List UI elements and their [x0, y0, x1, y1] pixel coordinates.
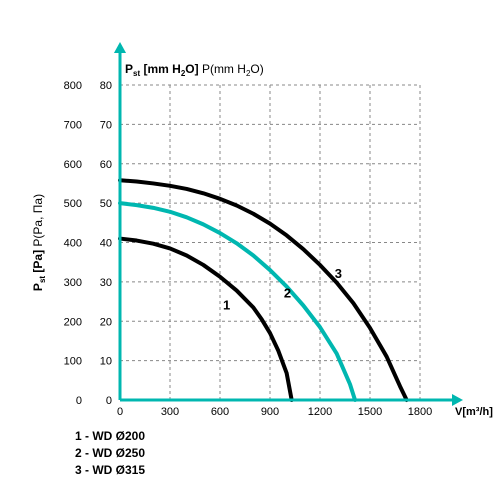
- y-tick-label-pa: 300: [64, 277, 82, 289]
- x-tick-label: 1200: [308, 406, 332, 418]
- x-tick-label: 300: [161, 406, 179, 418]
- series-label-3: 3: [335, 266, 342, 281]
- y-tick-label-pa: 200: [64, 316, 82, 328]
- series-1: [120, 239, 292, 400]
- y-axis-title-mm: Pst [mm H2O] P(mm H2O): [125, 62, 264, 78]
- y-tick-label-mm: 80: [100, 80, 112, 92]
- series-label-2: 2: [284, 286, 291, 301]
- y-tick-label-pa: 0: [76, 395, 82, 407]
- y-tick-label-mm: 70: [100, 119, 112, 131]
- legend-item: 1 - WD Ø200: [75, 429, 145, 443]
- x-axis-arrow-icon: [452, 394, 463, 406]
- y-tick-label-mm: 50: [100, 198, 112, 210]
- y-tick-label-pa: 600: [64, 159, 82, 171]
- x-tick-label: 600: [211, 406, 229, 418]
- fan-performance-chart: 1230300600900120015001800V[m³/h]01002003…: [0, 0, 503, 503]
- x-tick-label: 1800: [408, 406, 432, 418]
- y-tick-label-mm: 0: [106, 395, 112, 407]
- y-tick-label-mm: 10: [100, 356, 112, 368]
- x-tick-label: 1500: [358, 406, 382, 418]
- x-tick-label: 0: [117, 406, 123, 418]
- x-axis-title: V[m³/h]: [455, 406, 493, 418]
- y-tick-label-mm: 60: [100, 159, 112, 171]
- y-tick-label-pa: 400: [64, 238, 82, 250]
- x-tick-label: 900: [261, 406, 279, 418]
- y-axis-title-pa: Pst [Pa] P(Pa, Па): [31, 194, 47, 291]
- y-tick-label-pa: 500: [64, 198, 82, 210]
- y-tick-label-pa: 100: [64, 356, 82, 368]
- y-axis-arrow-icon: [114, 42, 126, 53]
- y-tick-label-mm: 20: [100, 316, 112, 328]
- y-tick-label-mm: 30: [100, 277, 112, 289]
- series-label-1: 1: [223, 297, 230, 312]
- y-tick-label-pa: 700: [64, 119, 82, 131]
- legend-item: 3 - WD Ø315: [75, 463, 145, 477]
- y-tick-label-pa: 800: [64, 80, 82, 92]
- y-tick-label-mm: 40: [100, 238, 112, 250]
- legend-item: 2 - WD Ø250: [75, 446, 145, 460]
- series-3: [120, 180, 407, 400]
